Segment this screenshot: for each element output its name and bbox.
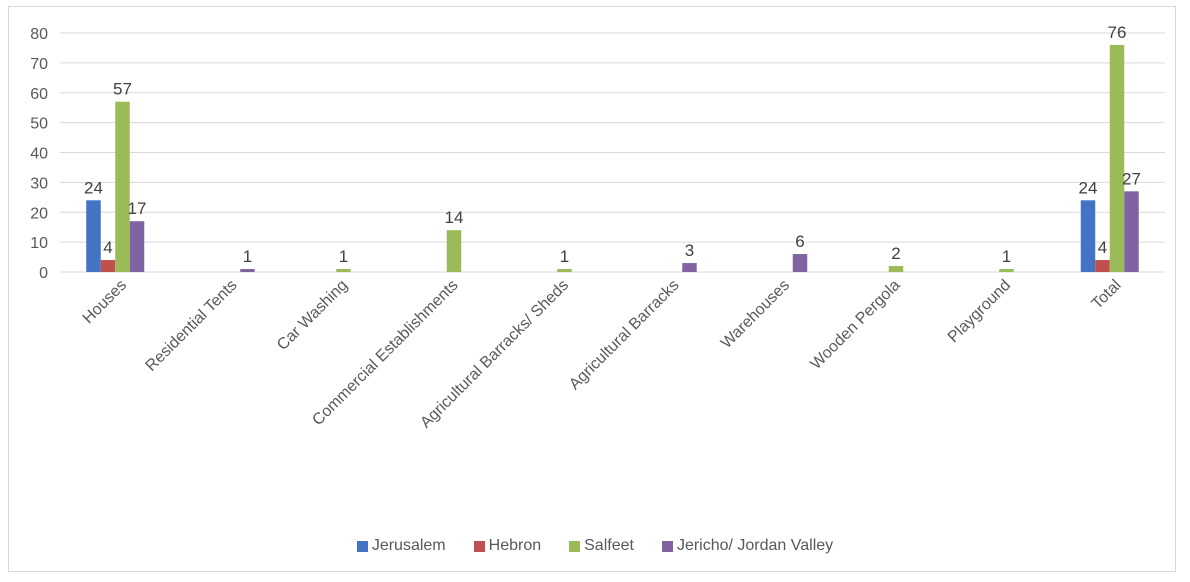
chart-frame: [8, 6, 1176, 572]
legend-swatch: [569, 540, 581, 552]
bar: [1124, 191, 1139, 272]
bar: [240, 269, 255, 272]
data-label: 1: [339, 247, 348, 266]
data-label: 4: [1098, 238, 1107, 257]
bar: [999, 269, 1014, 272]
data-label: 17: [128, 199, 147, 218]
data-label: 6: [795, 232, 804, 251]
legend-swatch: [356, 540, 368, 552]
bar: [86, 200, 101, 272]
bar: [888, 266, 904, 272]
data-label: 1: [560, 247, 569, 266]
x-tick-label: Warehouses: [718, 277, 793, 352]
data-label: 2: [891, 244, 900, 263]
x-tick-label: Total: [1089, 277, 1125, 313]
x-tick-label: Wooden Pergola: [807, 277, 903, 373]
legend-item: Jerusalem: [356, 537, 446, 555]
data-label: 57: [113, 80, 132, 99]
y-tick-label: 50: [30, 116, 48, 133]
data-label: 27: [1122, 169, 1141, 188]
bar: [100, 260, 116, 272]
data-label: 24: [1079, 178, 1098, 197]
bar: [1109, 44, 1125, 273]
chart-legend: Jerusalem Hebron Salfeet Jericho/ Jordan Va…: [0, 537, 1190, 555]
x-tick-label: Car Washing: [274, 277, 351, 354]
bar: [1080, 200, 1096, 272]
bar: [792, 254, 808, 272]
bar: [557, 269, 572, 272]
y-tick-label: 20: [30, 205, 48, 222]
bar: [682, 263, 697, 272]
legend-swatch: [473, 540, 485, 552]
legend-label: Jerusalem: [371, 537, 446, 554]
y-tick-label: 80: [30, 26, 48, 43]
legend-label: Salfeet: [584, 537, 634, 554]
bar: [115, 101, 130, 273]
data-label: 1: [243, 247, 252, 266]
y-tick-label: 10: [30, 235, 48, 252]
y-tick-label: 40: [30, 146, 48, 163]
legend-item: Jericho/ Jordan Valley: [661, 537, 834, 555]
legend-item: Hebron: [473, 537, 542, 555]
legend-item: Salfeet: [569, 537, 634, 555]
data-label: 4: [103, 238, 112, 257]
bar: [446, 230, 462, 272]
data-label: 24: [84, 178, 103, 197]
bar: [336, 269, 351, 272]
data-label: 14: [445, 208, 464, 227]
y-tick-label: 0: [39, 265, 48, 282]
x-tick-label: Agricultural Barracks: [566, 277, 682, 393]
bar: [1095, 260, 1110, 272]
y-tick-label: 30: [30, 175, 48, 192]
x-tick-label: Residential Tents: [143, 277, 241, 375]
data-label: 76: [1108, 23, 1127, 42]
x-tick-label: Playground: [945, 277, 1014, 346]
legend-swatch: [661, 540, 673, 552]
bar: [129, 221, 145, 272]
y-tick-label: 70: [30, 56, 48, 73]
x-tick-label: Houses: [80, 277, 130, 327]
data-label: 1: [1002, 247, 1011, 266]
legend-label: Jericho/ Jordan Valley: [676, 537, 834, 554]
data-label: 3: [685, 241, 694, 260]
y-tick-label: 60: [30, 86, 48, 103]
legend-label: Hebron: [488, 537, 542, 554]
